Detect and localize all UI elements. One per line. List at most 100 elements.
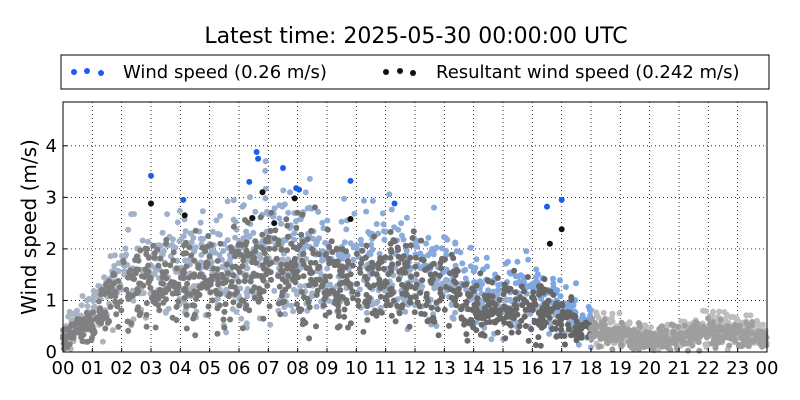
- data-point: [221, 308, 228, 315]
- data-point: [525, 337, 532, 344]
- data-point: [297, 216, 304, 223]
- data-point: [135, 304, 142, 311]
- data-point: [512, 273, 519, 280]
- data-point: [363, 242, 370, 249]
- data-point: [530, 289, 537, 296]
- data-point: [434, 306, 441, 313]
- data-point: [90, 293, 97, 300]
- data-point: [535, 283, 542, 290]
- data-point: [425, 252, 432, 259]
- data-point: [610, 329, 617, 336]
- data-point: [558, 326, 565, 333]
- data-point: [413, 271, 420, 278]
- data-point: [626, 319, 633, 326]
- data-point: [291, 236, 298, 243]
- data-point: [526, 305, 533, 312]
- data-point: [232, 234, 239, 241]
- data-point: [143, 300, 150, 307]
- data-point: [346, 281, 353, 288]
- data-point: [297, 283, 304, 290]
- data-point: [396, 310, 403, 317]
- data-point: [108, 284, 115, 291]
- data-point: [754, 334, 761, 340]
- data-point: [407, 254, 414, 261]
- data-point: [116, 284, 123, 291]
- data-point: [251, 248, 258, 255]
- data-point: [743, 312, 750, 319]
- data-point: [489, 299, 496, 306]
- data-point: [162, 309, 169, 316]
- data-point: [501, 281, 508, 288]
- data-point: [710, 308, 717, 315]
- data-point: [283, 278, 290, 285]
- data-point: [315, 208, 322, 215]
- data-point: [293, 218, 299, 225]
- data-point: [84, 338, 91, 345]
- data-point-peak: [259, 189, 266, 196]
- data-point: [542, 319, 549, 326]
- data-point: [278, 261, 285, 268]
- data-point: [600, 309, 607, 316]
- data-point: [353, 242, 360, 249]
- data-point: [424, 265, 431, 272]
- data-point: [281, 304, 288, 311]
- data-point: [377, 293, 384, 300]
- data-point: [484, 296, 491, 303]
- data-point: [119, 252, 125, 259]
- data-point: [418, 256, 425, 263]
- data-point: [731, 328, 738, 334]
- data-point: [760, 321, 766, 328]
- data-point: [371, 233, 378, 240]
- data-point: [68, 332, 75, 339]
- data-point: [695, 331, 702, 338]
- data-point: [341, 195, 348, 202]
- data-point: [107, 303, 114, 310]
- data-point: [312, 259, 319, 266]
- data-point: [350, 295, 356, 302]
- data-point: [258, 244, 265, 251]
- data-point: [275, 273, 282, 279]
- x-tick-label: 22: [697, 358, 720, 379]
- data-point: [242, 217, 248, 223]
- data-point: [444, 236, 451, 243]
- x-tick-label: 15: [492, 358, 515, 379]
- data-point: [629, 342, 636, 349]
- data-point: [525, 256, 532, 263]
- data-point: [145, 238, 151, 245]
- data-point: [256, 290, 263, 297]
- data-point: [182, 228, 189, 235]
- data-point: [265, 234, 272, 241]
- data-point: [278, 220, 285, 227]
- data-point: [326, 259, 333, 265]
- data-point: [481, 314, 488, 321]
- data-point: [340, 294, 346, 301]
- data-point: [388, 264, 394, 271]
- data-point: [516, 323, 523, 330]
- data-point: [252, 294, 258, 301]
- data-point: [500, 291, 507, 298]
- data-point: [362, 254, 369, 261]
- data-point: [110, 327, 116, 334]
- data-point: [224, 237, 231, 244]
- data-point: [369, 259, 376, 266]
- data-point: [458, 306, 465, 313]
- data-point: [660, 342, 667, 349]
- data-point: [673, 331, 680, 338]
- data-point: [199, 208, 206, 215]
- data-point: [573, 318, 580, 325]
- data-point: [550, 305, 557, 312]
- data-point: [398, 220, 405, 227]
- data-point: [618, 342, 625, 349]
- data-point: [368, 241, 375, 248]
- data-point: [363, 208, 370, 215]
- data-point: [260, 265, 267, 272]
- data-point: [300, 261, 307, 268]
- data-point: [356, 286, 363, 293]
- data-point: [291, 272, 298, 278]
- data-point: [465, 290, 472, 297]
- data-point: [544, 306, 551, 313]
- y-tick-label: 0: [46, 342, 57, 363]
- data-point: [217, 291, 223, 297]
- data-point: [282, 311, 288, 318]
- data-point: [320, 302, 327, 309]
